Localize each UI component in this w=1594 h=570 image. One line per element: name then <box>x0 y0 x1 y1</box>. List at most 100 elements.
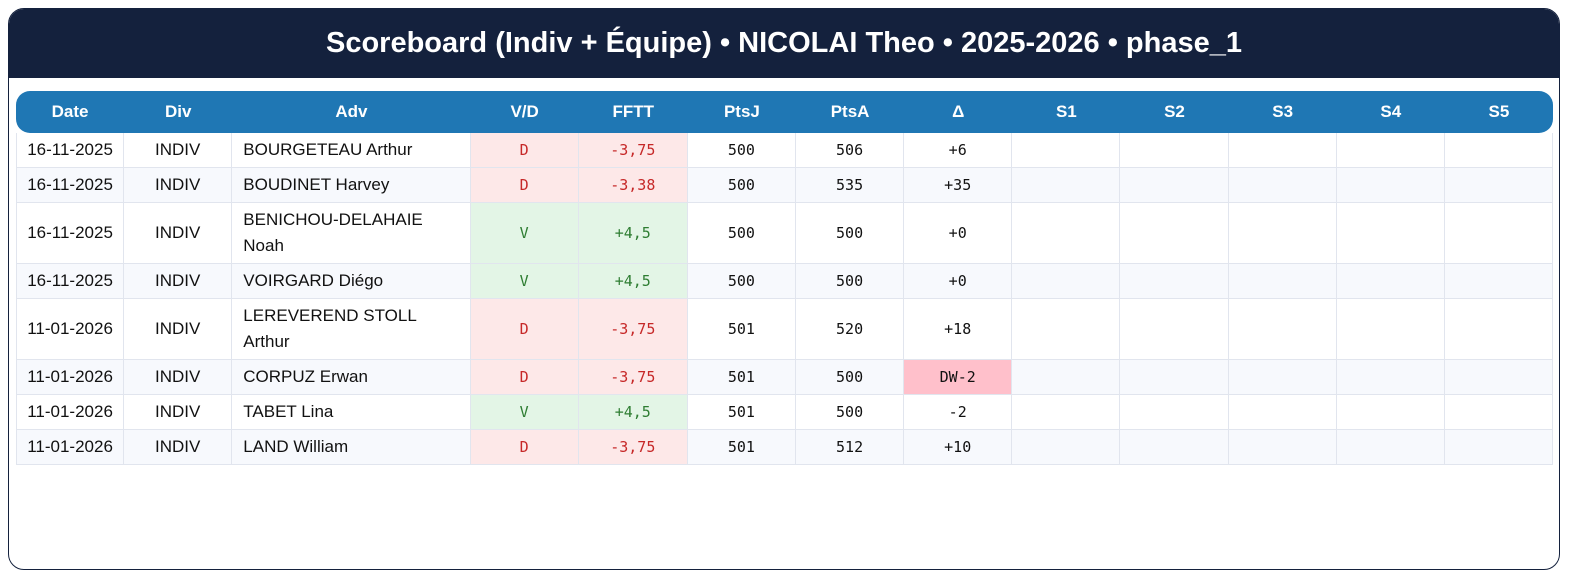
cell: 16-11-2025 <box>16 133 125 168</box>
cell: 11-01-2026 <box>16 360 125 395</box>
scoreboard-card: Scoreboard (Indiv + Équipe) • NICOLAI Th… <box>8 8 1560 570</box>
cell: BENICHOU-DELAHAIE Noah <box>232 203 471 264</box>
table-row: 16-11-2025 INDIV BOUDINET Harvey D -3,38 500 5… <box>16 168 1553 203</box>
page: Scoreboard (Indiv + Équipe) • NICOLAI Th… <box>8 8 1560 570</box>
cell: D <box>470 133 579 168</box>
cell: LEREVEREND STOLL Arthur <box>232 299 471 360</box>
column-header: Date <box>16 91 125 133</box>
cell: INDIV <box>124 168 233 203</box>
cell: 501 <box>687 395 796 430</box>
cell: LAND William <box>232 430 471 465</box>
cell: +10 <box>904 430 1013 465</box>
column-header: S4 <box>1336 91 1445 133</box>
empty-cell <box>1444 133 1553 168</box>
empty-cell <box>1012 168 1121 203</box>
cell: 500 <box>796 360 905 395</box>
cell: +35 <box>904 168 1013 203</box>
cell: 500 <box>687 264 796 299</box>
empty-cell <box>1120 430 1229 465</box>
empty-cell <box>1120 299 1229 360</box>
table-row: 16-11-2025 INDIV VOIRGARD Diégo V +4,5 500 500… <box>16 264 1553 299</box>
cell: 512 <box>796 430 905 465</box>
cell: 500 <box>687 203 796 264</box>
table-row: 11-01-2026 INDIV LEREVEREND STOLL Arthur D -… <box>16 299 1553 360</box>
column-header: S2 <box>1120 91 1229 133</box>
cell: -3,75 <box>578 360 688 395</box>
header-row: Date Div Adv V/D FFTT PtsJ PtsA Δ S1 S2 S3 S4 S5 <box>16 91 1553 133</box>
column-header: FFTT <box>578 91 688 133</box>
empty-cell <box>1444 299 1553 360</box>
cell: 11-01-2026 <box>16 395 125 430</box>
score-table: Date Div Adv V/D FFTT PtsJ PtsA Δ S1 S2 S3 S4 S5 16-… <box>16 91 1553 465</box>
cell: D <box>470 360 579 395</box>
cell: 11-01-2026 <box>16 299 125 360</box>
cell: 520 <box>796 299 905 360</box>
column-header: Δ <box>904 91 1013 133</box>
cell: 500 <box>796 395 905 430</box>
cell: 501 <box>687 360 796 395</box>
empty-cell <box>1228 430 1337 465</box>
empty-cell <box>1444 264 1553 299</box>
cell: +6 <box>904 133 1013 168</box>
empty-cell <box>1012 395 1121 430</box>
table-row: 16-11-2025 INDIV BENICHOU-DELAHAIE Noah V +4… <box>16 203 1553 264</box>
empty-cell <box>1336 133 1445 168</box>
table-row: 11-01-2026 INDIV LAND William D -3,75 501 512 +… <box>16 430 1553 465</box>
empty-cell <box>1120 264 1229 299</box>
cell: +0 <box>904 264 1013 299</box>
cell: 500 <box>687 133 796 168</box>
column-header: S1 <box>1012 91 1121 133</box>
empty-cell <box>1444 203 1553 264</box>
cell: -3,75 <box>578 299 688 360</box>
empty-cell <box>1012 203 1121 264</box>
cell: INDIV <box>124 133 233 168</box>
empty-cell <box>1336 264 1445 299</box>
cell: +4,5 <box>578 395 688 430</box>
empty-cell <box>1120 133 1229 168</box>
cell: TABET Lina <box>232 395 471 430</box>
cell: D <box>470 168 579 203</box>
empty-cell <box>1012 133 1121 168</box>
empty-cell <box>1120 203 1229 264</box>
column-header: S3 <box>1228 91 1337 133</box>
cell: DW-2 <box>904 360 1013 395</box>
cell: D <box>470 299 579 360</box>
cell: 16-11-2025 <box>16 264 125 299</box>
empty-cell <box>1444 360 1553 395</box>
cell: 501 <box>687 299 796 360</box>
cell: 16-11-2025 <box>16 168 125 203</box>
cell: 500 <box>796 264 905 299</box>
empty-cell <box>1228 133 1337 168</box>
empty-cell <box>1012 360 1121 395</box>
cell: INDIV <box>124 264 233 299</box>
cell: 16-11-2025 <box>16 203 125 264</box>
cell: INDIV <box>124 395 233 430</box>
empty-cell <box>1120 168 1229 203</box>
empty-cell <box>1228 395 1337 430</box>
column-header: Adv <box>232 91 471 133</box>
table-row: 16-11-2025 INDIV BOURGETEAU Arthur D -3,75 50… <box>16 133 1553 168</box>
table-row: 11-01-2026 INDIV CORPUZ Erwan D -3,75 501 500 D… <box>16 360 1553 395</box>
cell: 506 <box>796 133 905 168</box>
cell: 501 <box>687 430 796 465</box>
cell: BOURGETEAU Arthur <box>232 133 471 168</box>
title: Scoreboard (Indiv + Équipe) • NICOLAI Th… <box>9 9 1559 78</box>
cell: +4,5 <box>578 203 688 264</box>
column-header: V/D <box>470 91 579 133</box>
cell: 11-01-2026 <box>16 430 125 465</box>
empty-cell <box>1228 168 1337 203</box>
empty-cell <box>1336 299 1445 360</box>
empty-cell <box>1336 395 1445 430</box>
empty-cell <box>1012 264 1121 299</box>
cell: INDIV <box>124 430 233 465</box>
empty-cell <box>1444 395 1553 430</box>
cell: D <box>470 430 579 465</box>
cell: V <box>470 395 579 430</box>
cell: INDIV <box>124 203 233 264</box>
cell: INDIV <box>124 360 233 395</box>
cell: -3,75 <box>578 133 688 168</box>
column-header: PtsA <box>796 91 905 133</box>
cell: +18 <box>904 299 1013 360</box>
empty-cell <box>1120 395 1229 430</box>
column-header: Div <box>124 91 233 133</box>
